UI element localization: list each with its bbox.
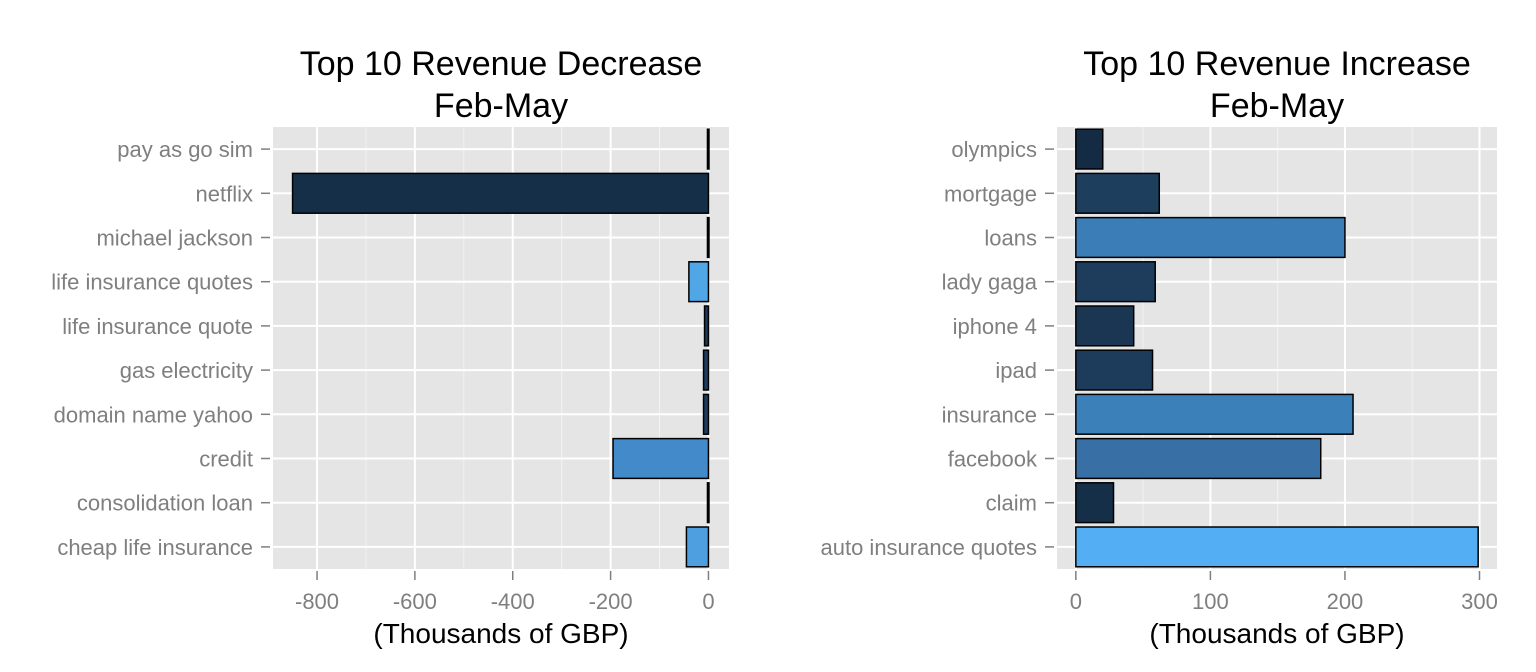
bar [291, 172, 710, 214]
x-tick-label: -200 [589, 589, 633, 614]
chart-title-line: Feb-May [1210, 87, 1344, 125]
category-label: credit [199, 447, 253, 472]
revenue-decrease-chart: Top 10 Revenue Decrease Feb-May pay as go … [51, 45, 729, 649]
category-label: auto insurance quotes [821, 535, 1038, 560]
chart-title-line: Top 10 Revenue Increase [1083, 45, 1470, 83]
bar [1075, 305, 1135, 347]
category-label: cheap life insurance [57, 535, 253, 560]
bar [1075, 482, 1115, 524]
category-label: pay as go sim [117, 137, 253, 162]
bar [702, 393, 710, 435]
x-axis-title: (Thousands of GBP) [373, 618, 628, 649]
chart-title-line: Top 10 Revenue Decrease [300, 45, 703, 83]
x-axis-title: (Thousands of GBP) [1149, 618, 1404, 649]
bar [1075, 437, 1322, 480]
category-label: olympics [951, 137, 1037, 162]
x-tick-label: -400 [491, 589, 535, 614]
x-tick-label: 300 [1461, 589, 1498, 614]
bar [1075, 349, 1154, 391]
bar [1075, 216, 1346, 259]
bar [688, 261, 710, 303]
x-tick-label: 0 [1070, 589, 1082, 614]
bar [685, 526, 710, 568]
x-tick-label: 0 [702, 589, 714, 614]
revenue-increase-chart: Top 10 Revenue Increase Feb-May olympics mo… [821, 45, 1498, 649]
category-label: lady gaga [942, 270, 1038, 295]
category-label: loans [984, 226, 1037, 251]
category-label: michael jackson [96, 226, 253, 251]
x-tick-label: 200 [1327, 589, 1364, 614]
category-label: netflix [196, 181, 253, 206]
x-tick-label: 100 [1192, 589, 1229, 614]
bar [706, 482, 710, 524]
chart-title-line: Feb-May [434, 87, 568, 125]
bar [1075, 128, 1104, 170]
category-label: life insurance quotes [51, 270, 253, 295]
bar [1075, 172, 1161, 214]
category-label: insurance [942, 402, 1037, 427]
bar [706, 128, 710, 170]
category-label: consolidation loan [77, 491, 253, 516]
bar [612, 437, 710, 480]
category-label: claim [986, 491, 1037, 516]
bar [1075, 261, 1156, 303]
x-tick-label: -600 [393, 589, 437, 614]
bar [1075, 526, 1479, 568]
bar [706, 216, 710, 259]
category-label: domain name yahoo [54, 402, 253, 427]
x-tick-label: -800 [295, 589, 339, 614]
category-label: mortgage [944, 181, 1037, 206]
category-label: iphone 4 [953, 314, 1037, 339]
category-label: life insurance quote [62, 314, 253, 339]
category-label: ipad [995, 358, 1037, 383]
bar [1075, 393, 1354, 435]
bar [703, 305, 710, 347]
bar [702, 349, 710, 391]
category-label: gas electricity [120, 358, 253, 383]
category-label: facebook [948, 447, 1038, 472]
